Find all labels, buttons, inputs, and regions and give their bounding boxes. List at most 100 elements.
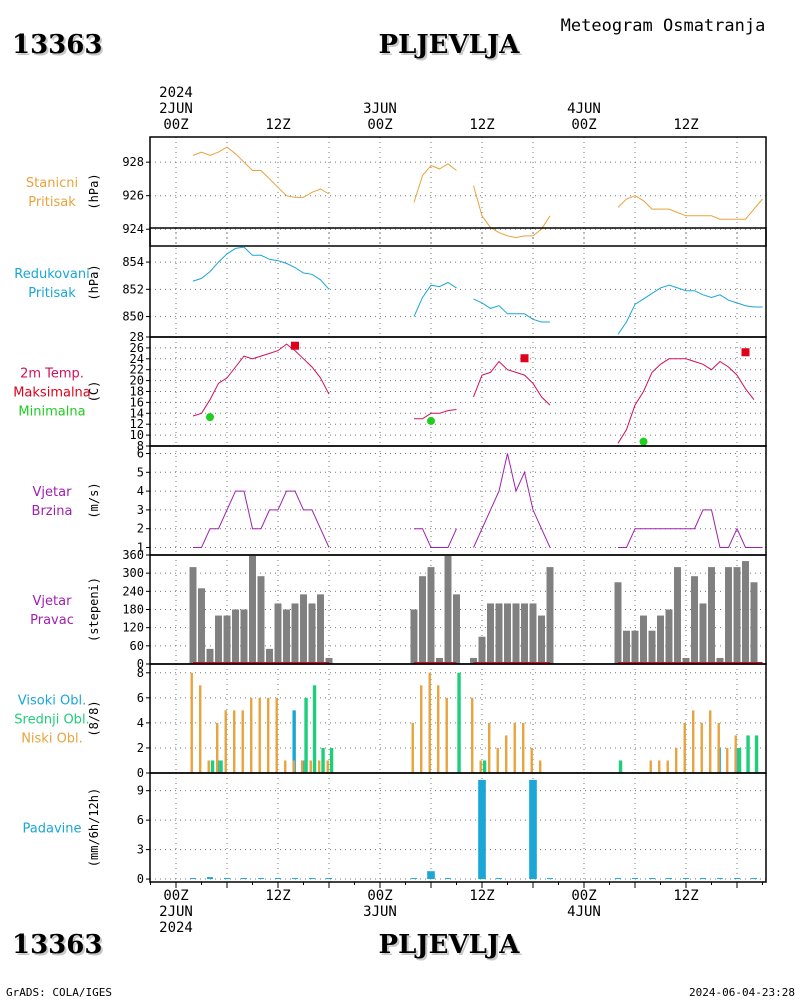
y-unit-label: (hPa) [87,264,101,300]
wind_speed-line-segment [473,453,551,548]
y-tick-label: 14 [130,406,144,420]
cloud_cover-bar-low [420,685,423,773]
wind_direction-bar [546,567,554,664]
y-tick-label: 4 [137,716,144,730]
temperature-line-segment [473,360,551,406]
y-tick-label: 854 [122,255,144,269]
panel-label: Redukovani [14,267,89,282]
bottom-axis-label: 2024 [159,920,193,936]
wind_direction-bar [674,567,681,664]
cloud_cover-bar-low [683,722,686,773]
top-axis-label: 00Z [571,117,596,133]
y-tick-label: 8 [137,666,144,680]
precipitation-bar [326,878,332,880]
wind_direction-bar [623,630,630,664]
panel-frame [149,772,767,883]
temperature-max-marker [291,341,299,350]
y-unit-label: (stepeni) [87,577,101,642]
bottom-axis-label: 00Z [571,888,596,904]
precipitation-bar [649,878,655,880]
wind_direction-bar [631,630,639,664]
bottom-axis-label: 12Z [469,888,494,904]
bottom-axis-label: 00Z [163,888,188,904]
cloud_cover-bar-low [301,760,304,773]
station-id-top: 13363 [12,30,102,60]
y-tick-label: 3 [137,503,144,517]
bottom-axis-label: 00Z [367,888,392,904]
bottom-axis-label: 4JUN [567,904,601,920]
temperature-min-marker [206,413,214,422]
top-axis-label: 2024 [159,85,193,101]
top-axis-label: 12Z [469,117,494,133]
cloud_cover-bar-low [437,685,440,773]
cloud_cover-bar-low [496,747,499,773]
temperature-min-marker [639,437,648,446]
cloud_cover-bar-low [224,710,227,773]
wind_direction-bar [189,567,197,664]
cloud_cover-bar-low [216,722,219,773]
cloud_cover-bar-low [539,760,542,773]
panel-precipitation: 0 3 6 9 (mm/6h/12h) Padavine [23,772,767,886]
station-name-top-shadow: PLJEVLJA [381,32,523,62]
y-tick-label: 5 [137,465,144,479]
y-tick-label: 24 [130,352,144,366]
wind_direction-bar [733,567,741,664]
precipitation-bar [309,878,315,880]
panel-frame [149,445,767,556]
wind_direction-bar [470,657,477,664]
y-tick-label: 0 [137,872,144,886]
wind_direction-bar [750,582,758,664]
precipitation-bar [666,878,672,880]
station_pressure-line-segment [617,195,763,220]
panel-wind_direction: 0 60 120 180 240 300 360 (stepeni) Vjetar Pravac [30,548,767,671]
wind_direction-bar [614,582,622,664]
credit: GrADS: COLA/IGES [6,986,112,999]
y-unit-label: (hPa) [87,173,101,209]
precipitation-bar [190,878,196,880]
wind_direction-bar [478,636,486,664]
precipitation-bar [615,878,621,880]
panel-label: Maksimalna [13,386,91,401]
station-id-top-shadow: 13363 [14,32,104,62]
wind_direction-bar [215,615,222,664]
y-tick-label: 852 [122,282,144,296]
precipitation-bar [427,871,435,880]
cloud_cover-bar-low [411,722,414,773]
wind_direction-bar [665,609,673,664]
cloud_cover-bar-mid [321,747,325,773]
wind_direction-bar [716,657,724,664]
y-tick-label: 360 [122,548,144,562]
wind_direction-bar [538,615,545,664]
y-tick-label: 2 [137,522,144,536]
temperature-max-marker [741,348,750,357]
reduced_pressure-line-segment [473,298,550,323]
cloud_cover-bar-low [428,672,431,773]
y-tick-label: 240 [122,584,144,598]
cloud_cover-bar-mid [457,672,461,773]
station_pressure-line-segment [192,146,330,198]
y-tick-label: 9 [137,784,144,798]
cloud_cover-bar-mid [219,760,223,773]
cloud_cover-bar-low [267,697,270,773]
y-tick-label: 120 [122,621,144,635]
wind_direction-bar [240,609,248,664]
y-tick-label: 928 [122,155,144,169]
grid-temperature [150,337,766,446]
y-tick-label: 26 [130,341,144,355]
panel-label: Stanicni [26,176,78,191]
cloud_cover-bar-low [734,735,737,773]
reduced_pressure-line-segment [617,284,763,335]
precipitation-bar [207,877,213,880]
y-tick-label: 180 [122,603,144,617]
top-axis-label: 00Z [163,117,188,133]
wind_direction-bar [495,603,503,664]
precipitation-bar [478,779,486,880]
y-tick-label: 12 [130,417,144,431]
precipitation-bar [700,878,706,880]
cloud_cover-bar-mid [312,685,317,773]
panel-label: Srednji Obl. [14,713,89,728]
wind_direction-bar [266,648,273,664]
cloud_cover-bar-low [275,697,278,773]
cloud_cover-bar-mid [737,747,742,773]
